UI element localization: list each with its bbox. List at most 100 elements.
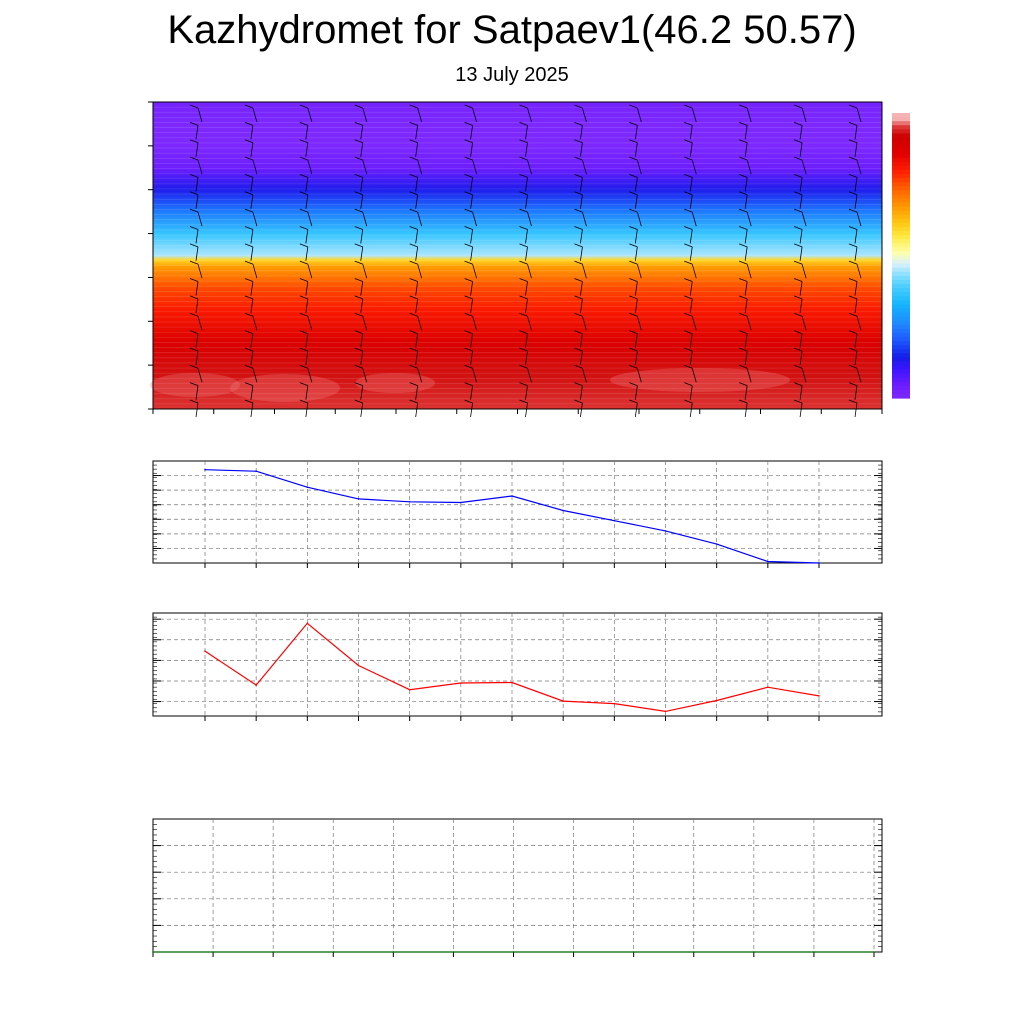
wind-barb [470,333,473,348]
colorbar-swatch [892,121,910,126]
chart-title: Kazhydromet for Satpaev1(46.2 50.57) [167,8,857,52]
wind-barb-flag [848,260,858,265]
wind-barb-flag [354,156,363,161]
wind-barb [195,350,199,365]
wind-barb [744,402,748,418]
wind-barb-flag [354,226,363,230]
wind-barb-flag [409,364,418,369]
wind-barb-flag [684,347,693,352]
wind-barb-flag [244,191,254,196]
wind-barb [307,264,313,279]
wind-barb-flag [739,191,748,196]
wind-barb [250,194,254,209]
wind-barb-flag [684,191,693,196]
wind-barb-flag [189,226,199,230]
wind-barb-flag [299,121,308,126]
wind-barb-flag [464,139,473,144]
wind-barb-flag [574,295,583,300]
wind-barb [195,177,199,192]
wind-barb-flag [464,278,473,282]
wind-barb [197,316,203,331]
wind-barb-flag [299,295,308,300]
wind-barb [854,281,858,296]
wind-barb-flag [354,121,363,126]
wind-barb [634,246,638,261]
wind-barb [525,333,528,348]
wind-barb [470,350,473,365]
colorbar-swatch [892,113,910,118]
wind-barb [636,212,642,227]
wind-barb [307,159,313,175]
wind-barb [415,333,419,348]
wind-barb [525,298,528,313]
wind-barb [415,385,419,400]
wind-barb [470,125,473,140]
wind-barb [689,125,693,140]
wind-barb [362,159,368,175]
series-point [204,650,206,652]
wind-barb [197,159,203,175]
wind-barb [252,368,258,383]
wind-barb-flag [848,226,858,230]
wind-barb [360,229,364,244]
wind-barb-flag [189,156,199,161]
series-point [572,951,575,953]
wind-barb-flag [684,364,693,369]
colorbar-swatch [892,296,910,301]
colorbar-swatch [892,218,910,224]
wind-barb-flag [739,364,748,369]
wind-barb-flag [574,243,583,248]
wind-barb-flag [244,260,254,265]
wind-barb-flag [574,104,583,109]
wind-barb-flag [189,347,199,352]
wind-barb-flag [739,312,748,317]
wind-barb-flag [354,347,363,352]
wind-barb-flag [464,243,473,248]
colorbar-swatch [892,369,910,375]
wind-barb-flag [354,382,363,387]
pmsl-panel [152,460,883,568]
wind-barb-flag [299,382,308,387]
wind-barb-flag [793,312,803,317]
wind-barb-flag [629,174,638,178]
wind-barb-flag [189,330,199,334]
series-point [272,951,274,953]
wind-barb-flag [739,399,748,404]
wind-barb-flag [629,278,638,282]
wind-barb-flag [793,399,803,404]
wind-barb-flag [189,174,199,178]
wind-barb [636,368,642,383]
wind-barb [689,194,693,209]
warm-core-blob [355,373,435,393]
wind-barb-flag [299,243,308,248]
wind-barb-flag [629,382,638,387]
wind-barb-flag [739,156,748,161]
colorbar-swatch [892,373,910,379]
wind-barb-flag [354,104,363,109]
wind-barb [799,333,803,348]
colorbar-swatch [892,247,910,253]
wind-barb [580,142,583,157]
wind-barb-flag [519,191,528,196]
wind-barb [744,333,748,348]
series-point [212,951,214,953]
wind-barb-flag [299,104,308,109]
wind-barb-flag [739,208,748,213]
wind-barb [360,194,364,209]
wind-barb-flag [739,347,748,352]
wind-barb-flag [244,226,254,230]
wind-barb [689,142,693,157]
wind-barb [360,350,364,365]
series-point [357,664,360,667]
colorbar-swatch [892,239,910,244]
wind-barb [472,212,477,227]
wind-barb-flag [464,208,473,213]
wind-barb [580,194,583,209]
wind-barb-flag [189,399,199,404]
wind-barb [634,177,638,192]
wind-barb [744,350,748,365]
colorbar-swatch [892,381,910,387]
wind-barb-flag [464,156,473,161]
series-point [306,622,309,625]
wind-barb-flag [409,312,418,317]
